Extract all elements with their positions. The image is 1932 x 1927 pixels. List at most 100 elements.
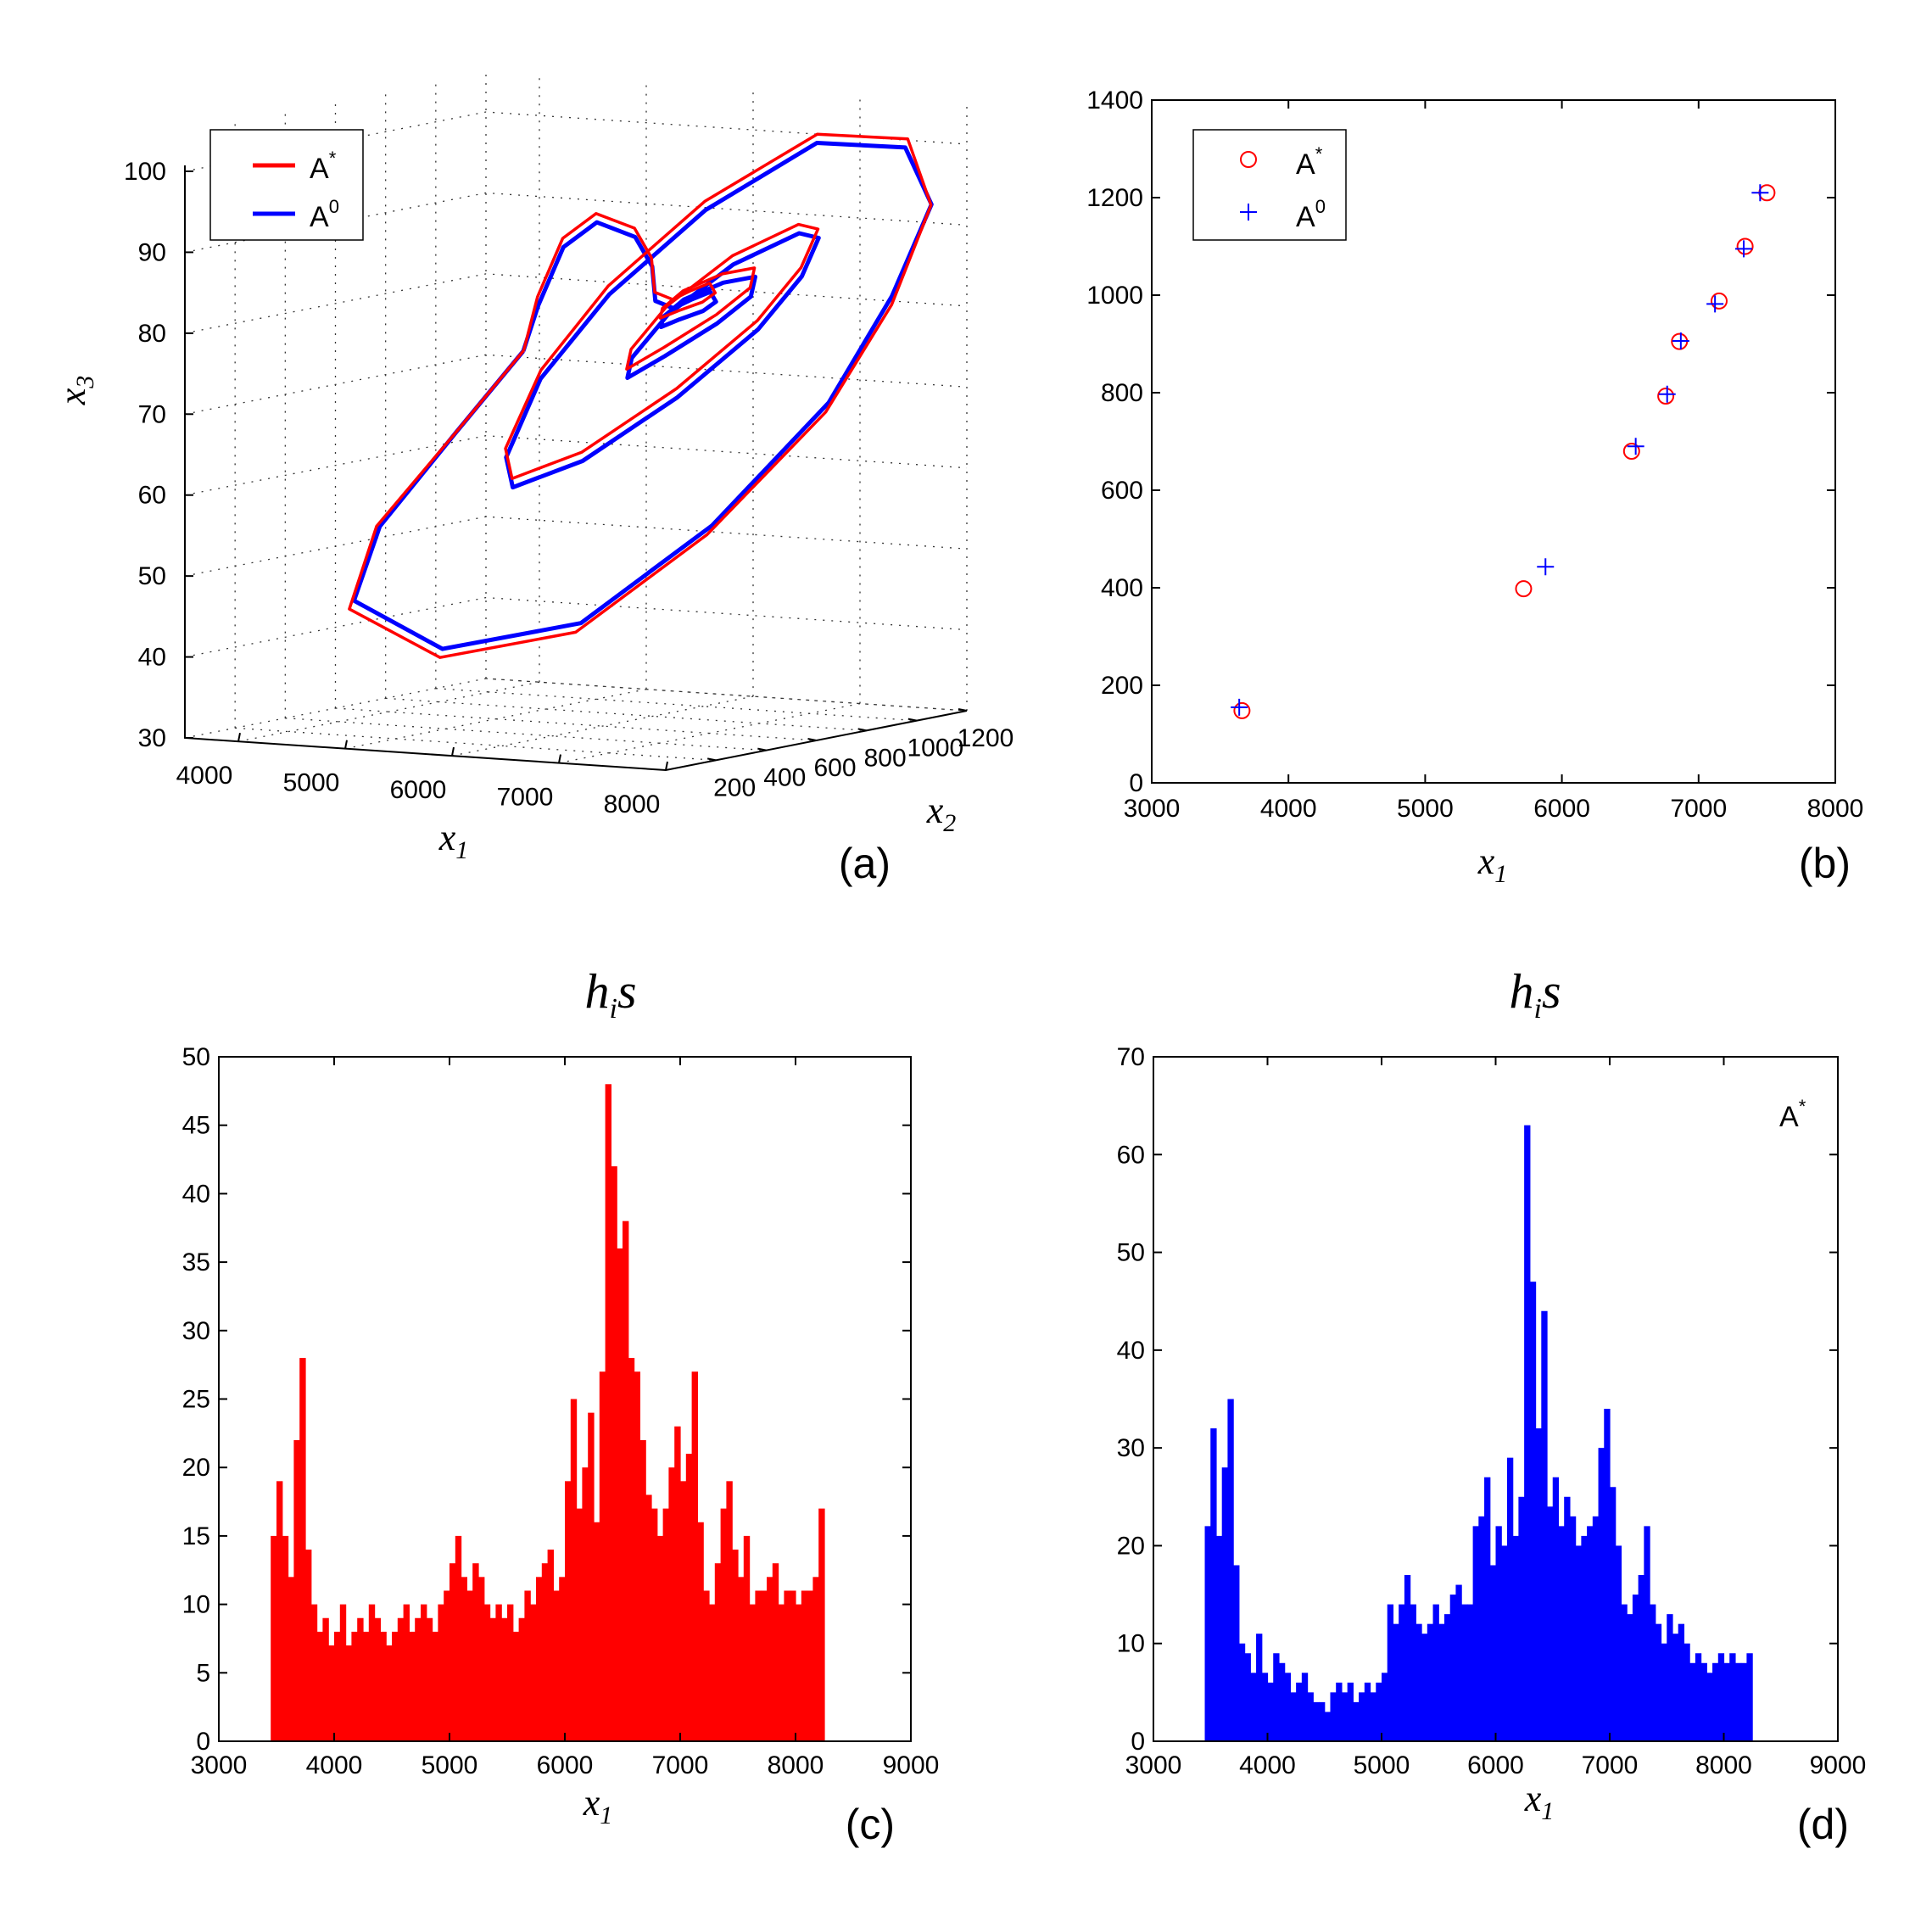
point-a-zero-2: [1627, 438, 1644, 455]
a-xtick-mark-0: [237, 733, 241, 742]
panel-c-xlabel: x1: [583, 1782, 613, 1829]
d-bar-45: [1461, 1604, 1468, 1741]
d-bar-18: [1307, 1692, 1314, 1741]
d-bar-46: [1466, 1604, 1474, 1741]
c-bar-21: [392, 1631, 399, 1741]
grid-wall-x3-2: [184, 516, 968, 577]
d-bar-7: [1244, 1653, 1251, 1741]
d-bar-47: [1472, 1526, 1479, 1741]
a-ztick-label-6: 90: [138, 238, 166, 266]
c-bar-61: [623, 1220, 629, 1741]
c-xtick-label-3: 6000: [537, 1751, 594, 1779]
point-a-star-3: [1657, 388, 1675, 405]
d-bar-66: [1581, 1535, 1588, 1741]
a-ytick-mark-0: [706, 757, 717, 762]
d-bar-51: [1495, 1526, 1502, 1741]
c-bar-59: [611, 1166, 617, 1741]
c-bar-65: [645, 1494, 652, 1741]
a-ytick-label-1: 400: [763, 764, 806, 792]
d-bar-53: [1506, 1457, 1514, 1741]
c-bar-71: [680, 1481, 687, 1741]
c-bar-10: [328, 1645, 335, 1741]
panel-c-bars: [271, 1084, 825, 1741]
a-ztick-label-0: 30: [138, 724, 166, 752]
grid-floor-x1-2: [451, 695, 754, 757]
b-xtick-label-3: 6000: [1533, 795, 1590, 823]
d-bar-10: [1261, 1673, 1269, 1741]
c-bar-77: [714, 1563, 722, 1741]
d-bar-71: [1610, 1487, 1617, 1741]
d-xtick-label-4: 7000: [1582, 1751, 1639, 1779]
grid-floor-x1-0: [237, 681, 540, 742]
d-bar-38: [1421, 1634, 1428, 1741]
d-bar-32: [1387, 1604, 1394, 1741]
d-xtick-label-3: 6000: [1467, 1751, 1524, 1779]
c-bar-2: [282, 1535, 289, 1741]
d-bar-54: [1512, 1535, 1519, 1741]
b-ytick-label-6: 1200: [1086, 184, 1143, 212]
c-ytick-label-9: 45: [182, 1112, 210, 1140]
d-bar-56: [1524, 1125, 1531, 1741]
legend-marker-a-zero: [1240, 204, 1257, 221]
point-a-star-2: [1622, 443, 1640, 460]
b-xtick-label-1: 4000: [1260, 795, 1317, 823]
grid-floor-x1-1: [344, 689, 647, 750]
c-bar-33: [461, 1577, 467, 1741]
c-bar-66: [651, 1508, 658, 1741]
d-bar-9: [1256, 1634, 1263, 1741]
c-bar-78: [720, 1508, 727, 1741]
panel-a-3d-plot: 30 40 50 60 70 80 90 100 4000 5000 6000 7000 8000 200…: [52, 71, 1013, 887]
d-bar-37: [1415, 1623, 1422, 1741]
c-bar-83: [749, 1604, 756, 1741]
a-xtick-mark-4: [665, 761, 668, 771]
a-ytick-mark-5: [958, 708, 968, 712]
c-bar-74: [697, 1522, 704, 1741]
a-xtick-label-3: 7000: [497, 784, 554, 812]
c-bar-14: [351, 1631, 358, 1741]
d-bar-13: [1278, 1662, 1286, 1741]
c-ytick-label-7: 35: [182, 1248, 210, 1276]
d-bar-34: [1399, 1604, 1405, 1741]
legend-label-b-a-star: A*: [1296, 143, 1323, 181]
c-bar-86: [767, 1577, 773, 1741]
a-ytick-mark-4: [907, 718, 918, 722]
d-bar-1: [1210, 1428, 1217, 1741]
d-bar-29: [1370, 1692, 1376, 1741]
d-bar-30: [1376, 1682, 1382, 1741]
panel-a-label: (a): [839, 840, 891, 887]
c-bar-45: [530, 1604, 537, 1741]
c-bar-92: [801, 1590, 808, 1741]
c-bar-80: [732, 1550, 739, 1741]
c-bar-56: [594, 1522, 600, 1741]
d-bar-81: [1667, 1614, 1673, 1741]
a-ztick-label-3: 60: [138, 482, 166, 510]
c-bar-85: [761, 1590, 768, 1741]
d-bar-84: [1684, 1643, 1690, 1741]
d-bar-17: [1301, 1673, 1309, 1741]
d-bar-92: [1729, 1653, 1736, 1741]
d-ytick-label-0: 0: [1131, 1728, 1145, 1756]
d-bar-14: [1284, 1673, 1291, 1741]
d-bar-59: [1541, 1310, 1548, 1741]
point-a-zero-5: [1706, 295, 1724, 313]
c-bar-43: [518, 1617, 525, 1741]
d-bar-20: [1319, 1701, 1326, 1741]
c-bar-26: [421, 1604, 427, 1741]
panel-b-scatter: 3000 4000 5000 6000 7000 8000 0 200 400 600 800 100…: [1086, 87, 1863, 888]
c-bar-12: [339, 1604, 347, 1741]
c-bar-51: [565, 1481, 572, 1741]
c-bar-46: [536, 1577, 543, 1741]
c-bar-15: [357, 1617, 364, 1741]
a-xtick-label-0: 4000: [176, 762, 233, 790]
d-ytick-label-6: 60: [1117, 1141, 1145, 1169]
c-bar-70: [674, 1426, 681, 1741]
a-ytick-label-2: 600: [813, 754, 856, 782]
c-bar-47: [541, 1563, 549, 1741]
d-bar-5: [1233, 1565, 1240, 1741]
c-bar-55: [588, 1412, 595, 1741]
d-bar-61: [1552, 1477, 1560, 1741]
c-bar-58: [605, 1084, 611, 1741]
panel-d-xlabel: x1: [1524, 1778, 1555, 1825]
grid-wall-x3-5: [184, 273, 968, 334]
d-bar-90: [1717, 1653, 1725, 1741]
